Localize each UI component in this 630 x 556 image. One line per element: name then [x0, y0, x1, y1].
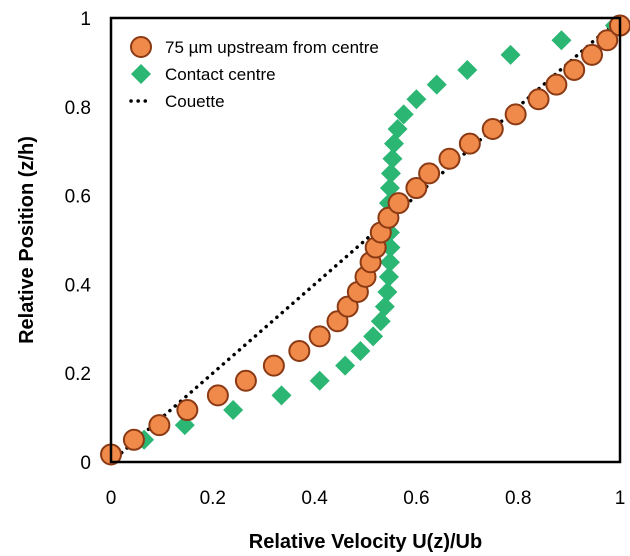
legend-label: Contact centre	[165, 65, 276, 84]
contact-centre-point	[223, 400, 244, 421]
tick-layer: 0 0.2 0.4 0.6 0.8 1 0 0.2 0.4 0.6 0.8 1	[65, 9, 626, 509]
contact-centre-point	[426, 74, 447, 95]
x-tick-label: 0.2	[200, 488, 226, 509]
x-tick-label: 0.6	[403, 488, 429, 509]
legend-marker-upstream	[130, 36, 152, 58]
upstream-point	[527, 88, 550, 111]
upstream-point	[262, 354, 285, 377]
upstream-point	[308, 325, 331, 348]
legend-marker-contact	[131, 64, 151, 84]
upstream-point	[405, 177, 428, 200]
contact-centre-point	[350, 341, 371, 361]
y-tick-label: 0.2	[65, 364, 91, 385]
legend: 75 µm upstream from centre Contact centre…	[129, 36, 379, 111]
upstream-point	[176, 399, 199, 422]
contact-centre-point	[335, 355, 356, 376]
contact-centre-point	[377, 281, 398, 302]
contact-centre-point	[406, 89, 427, 110]
upstream-point	[563, 58, 586, 81]
upstream-point	[581, 43, 604, 66]
y-tick-label: 0.6	[65, 187, 91, 208]
upstream-point	[206, 384, 229, 407]
upstream-point	[418, 162, 441, 185]
y-tick-label: 1	[80, 9, 91, 30]
y-tick-label: 0.8	[65, 98, 91, 119]
contact-centre-point	[380, 163, 401, 184]
upstream-point	[504, 103, 527, 126]
upstream-point	[545, 73, 568, 96]
upstream-point	[122, 428, 145, 451]
upstream-point	[148, 414, 171, 437]
contact-centre-point	[374, 296, 395, 317]
contact-centre-point	[378, 266, 399, 287]
contact-centre-point	[457, 59, 478, 80]
y-axis-title: Relative Position (z/h)	[16, 136, 38, 344]
contact-centre-point	[271, 385, 292, 406]
upstream-point	[481, 118, 504, 140]
contact-centre-point	[382, 148, 403, 169]
x-tick-label: 1	[615, 488, 626, 509]
x-tick-label: 0	[106, 488, 117, 509]
upstream-point	[438, 147, 461, 170]
upstream-point	[288, 340, 311, 362]
plot-area-frame	[109, 16, 622, 464]
x-tick-label: 0.4	[301, 488, 328, 509]
x-axis-title: Relative Velocity U(z)/Ub	[249, 531, 482, 553]
contact-centre-point	[551, 30, 572, 51]
contact-centre-point	[309, 370, 330, 391]
legend-label: 75 µm upstream from centre	[165, 38, 379, 57]
y-tick-label: 0	[80, 453, 91, 474]
contact-centre-point	[363, 326, 384, 347]
x-tick-label: 0.8	[505, 488, 531, 509]
y-tick-label: 0.4	[65, 275, 92, 296]
upstream-point	[458, 132, 481, 155]
contact-centre-point	[384, 133, 405, 154]
upstream-point	[596, 29, 619, 52]
legend-label: Couette	[165, 92, 225, 111]
upstream-point	[387, 192, 410, 215]
contact-centre-point	[370, 311, 391, 332]
contact-centre-point	[379, 252, 400, 273]
upstream-point	[234, 369, 257, 392]
contact-centre-point	[393, 104, 414, 125]
contact-centre-point	[387, 119, 408, 139]
contact-centre-point	[500, 44, 521, 65]
series-layer	[100, 14, 630, 466]
couette-line	[109, 16, 622, 464]
